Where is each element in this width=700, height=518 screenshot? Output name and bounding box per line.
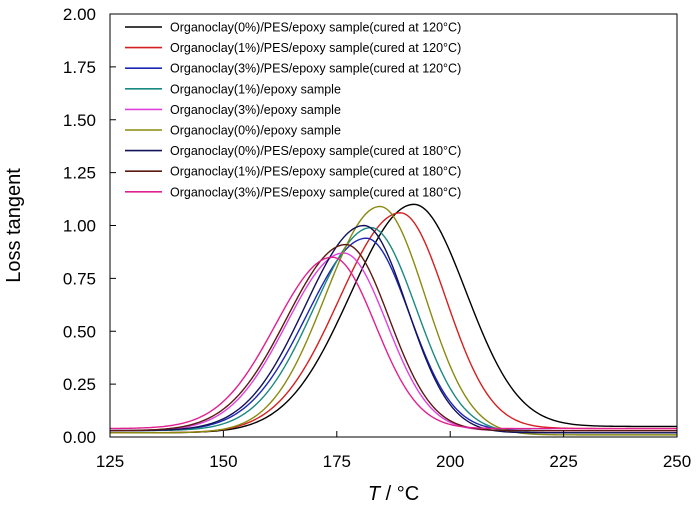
x-tick-label: 250 xyxy=(663,452,691,471)
legend-label: Organoclay(1%)/PES/epoxy sample(cured at… xyxy=(170,41,461,55)
legend-label: Organoclay(3%)/PES/epoxy sample(cured at… xyxy=(170,185,461,199)
plot-lines xyxy=(109,203,677,436)
legend: Organoclay(0%)/PES/epoxy sample(cured at… xyxy=(125,21,461,199)
y-tick-label: 0.00 xyxy=(63,428,96,447)
x-tick-label: 175 xyxy=(323,452,351,471)
legend-label: Organoclay(1%)/PES/epoxy sample(cured at… xyxy=(170,165,461,179)
y-axis-title: Loss tangent xyxy=(3,168,25,283)
y-tick-label: 1.75 xyxy=(63,58,96,77)
y-tick-label: 2.00 xyxy=(63,5,96,24)
legend-label: Organoclay(1%)/epoxy sample xyxy=(170,82,341,96)
x-axis-title: T / °C xyxy=(368,483,419,505)
legend-label: Organoclay(0%)/epoxy sample xyxy=(170,124,341,138)
series-line-9 xyxy=(109,256,677,430)
series-line-1 xyxy=(110,203,677,434)
y-axis-ticks: 0.00 0.25 0.50 0.75 1.00 1.25 1.50 1.75 2.00 xyxy=(63,5,116,447)
y-tick-label: 0.75 xyxy=(63,269,96,288)
series-line-8 xyxy=(109,243,677,432)
series-line-5 xyxy=(109,252,677,432)
y-tick-label: 1.00 xyxy=(63,217,96,236)
legend-label: Organoclay(3%)/PES/epoxy sample(cured at… xyxy=(170,62,461,76)
x-axis-title-variable: T xyxy=(368,483,382,505)
x-tick-label: 200 xyxy=(436,452,464,471)
x-axis-title-unit: / °C xyxy=(380,483,419,505)
legend-label: Organoclay(3%)/epoxy sample xyxy=(170,103,341,117)
x-tick-label: 150 xyxy=(209,452,237,471)
legend-label: Organoclay(0%)/PES/epoxy sample(cured at… xyxy=(170,21,461,35)
x-axis-ticks: 125 150 175 200 225 250 xyxy=(96,431,691,471)
legend-label: Organoclay(0%)/PES/epoxy sample(cured at… xyxy=(170,144,461,158)
x-tick-label: 225 xyxy=(549,452,577,471)
series-line-2 xyxy=(110,212,677,434)
y-tick-label: 0.25 xyxy=(63,375,96,394)
x-tick-label: 125 xyxy=(96,452,124,471)
series-line-6 xyxy=(110,205,677,436)
plot-frame xyxy=(109,13,678,438)
y-tick-label: 1.25 xyxy=(63,164,96,183)
y-tick-label: 0.50 xyxy=(63,322,96,341)
series-line-7 xyxy=(109,224,677,434)
y-tick-label: 1.50 xyxy=(63,111,96,130)
